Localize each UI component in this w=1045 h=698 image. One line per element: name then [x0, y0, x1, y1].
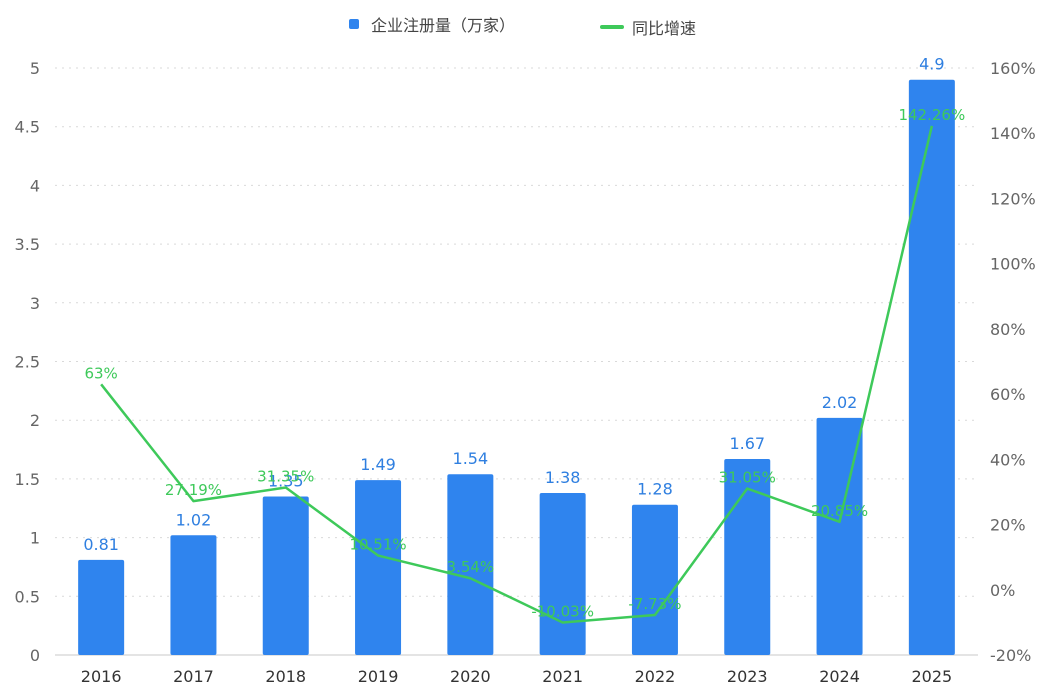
y-left-tick-label: 4.5: [15, 118, 40, 137]
line-data-label: -7.73%: [628, 595, 681, 613]
y-right-tick-label: 120%: [990, 189, 1036, 208]
y-right-tick-label: 140%: [990, 124, 1036, 143]
y-right-tick-label: 20%: [990, 516, 1026, 535]
legend-line-label: 同比增速: [632, 19, 697, 38]
y-left-tick-label: 0.5: [15, 587, 40, 606]
bar: [908, 79, 955, 656]
legend-item-growth[interactable]: 同比增速: [600, 15, 696, 39]
legend-bar-label: 企业注册量（万家）: [370, 16, 515, 35]
bar-data-label: 1.28: [637, 480, 673, 499]
x-tick-label: 2016: [81, 667, 122, 686]
y-right-tick-label: 160%: [990, 59, 1036, 78]
x-tick-label: 2024: [819, 667, 860, 686]
y-right-tick-label: -20%: [990, 646, 1031, 665]
bar-data-label: 1.49: [360, 455, 396, 474]
bar: [631, 504, 678, 655]
y-right-tick-label: 80%: [990, 320, 1026, 339]
legend-bar-swatch: [348, 19, 359, 29]
bar-data-label: 1.35: [268, 472, 304, 491]
bar: [724, 458, 771, 655]
x-tick-label: 2017: [173, 667, 214, 686]
y-left-tick-label: 1: [30, 529, 40, 548]
y-right-tick-label: 100%: [990, 255, 1036, 274]
y-left-tick-label: 0: [30, 646, 40, 665]
bar-data-label: 4.9: [919, 55, 944, 74]
y-left-tick-label: 2: [30, 411, 40, 430]
x-tick-label: 2019: [358, 667, 399, 686]
bar-data-label: 1.54: [453, 449, 489, 468]
bar-data-label: 2.02: [822, 393, 858, 412]
y-right-tick-label: 0%: [990, 581, 1015, 600]
line-data-label: 20.85%: [811, 502, 868, 520]
x-tick-label: 2020: [450, 667, 491, 686]
line-data-label: 3.54%: [447, 558, 495, 576]
bar: [262, 496, 309, 655]
y-left-tick-label: 3.5: [15, 235, 40, 254]
line-data-label: 31.35%: [257, 468, 314, 486]
x-tick-label: 2018: [265, 667, 306, 686]
legend-line-swatch: [600, 25, 625, 29]
x-tick-label: 2021: [542, 667, 583, 686]
y-left-tick-label: 2.5: [15, 353, 40, 372]
line-data-label: 63%: [84, 364, 117, 382]
y-right-tick-label: 60%: [990, 385, 1026, 404]
bar: [447, 474, 494, 655]
line-data-label: -10.03%: [531, 602, 594, 620]
legend-item-registrations[interactable]: 企业注册量（万家）: [348, 12, 515, 36]
bar-data-label: 1.02: [176, 510, 212, 529]
y-left-tick-label: 5: [30, 59, 40, 78]
y-right-tick-label: 40%: [990, 450, 1026, 469]
y-left-tick-label: 1.5: [15, 470, 40, 489]
bar: [78, 559, 125, 655]
chart-legend: 企业注册量（万家） 同比增速: [0, 12, 1045, 39]
line-data-label: 31.05%: [719, 469, 776, 487]
x-tick-label: 2025: [911, 667, 952, 686]
line-data-label: 10.51%: [349, 536, 406, 554]
bar-data-label: 0.81: [83, 535, 119, 554]
line-data-label: 142.26%: [898, 106, 965, 124]
bar: [355, 480, 402, 655]
bar: [170, 535, 217, 655]
y-left-tick-label: 3: [30, 294, 40, 313]
x-tick-label: 2023: [727, 667, 768, 686]
bar-data-label: 1.38: [545, 468, 581, 487]
bar-data-label: 1.67: [729, 434, 765, 453]
bar: [539, 492, 586, 655]
y-left-tick-label: 4: [30, 176, 40, 195]
growth-line: [100, 125, 934, 624]
x-tick-label: 2022: [635, 667, 676, 686]
line-data-label: 27.19%: [165, 481, 222, 499]
